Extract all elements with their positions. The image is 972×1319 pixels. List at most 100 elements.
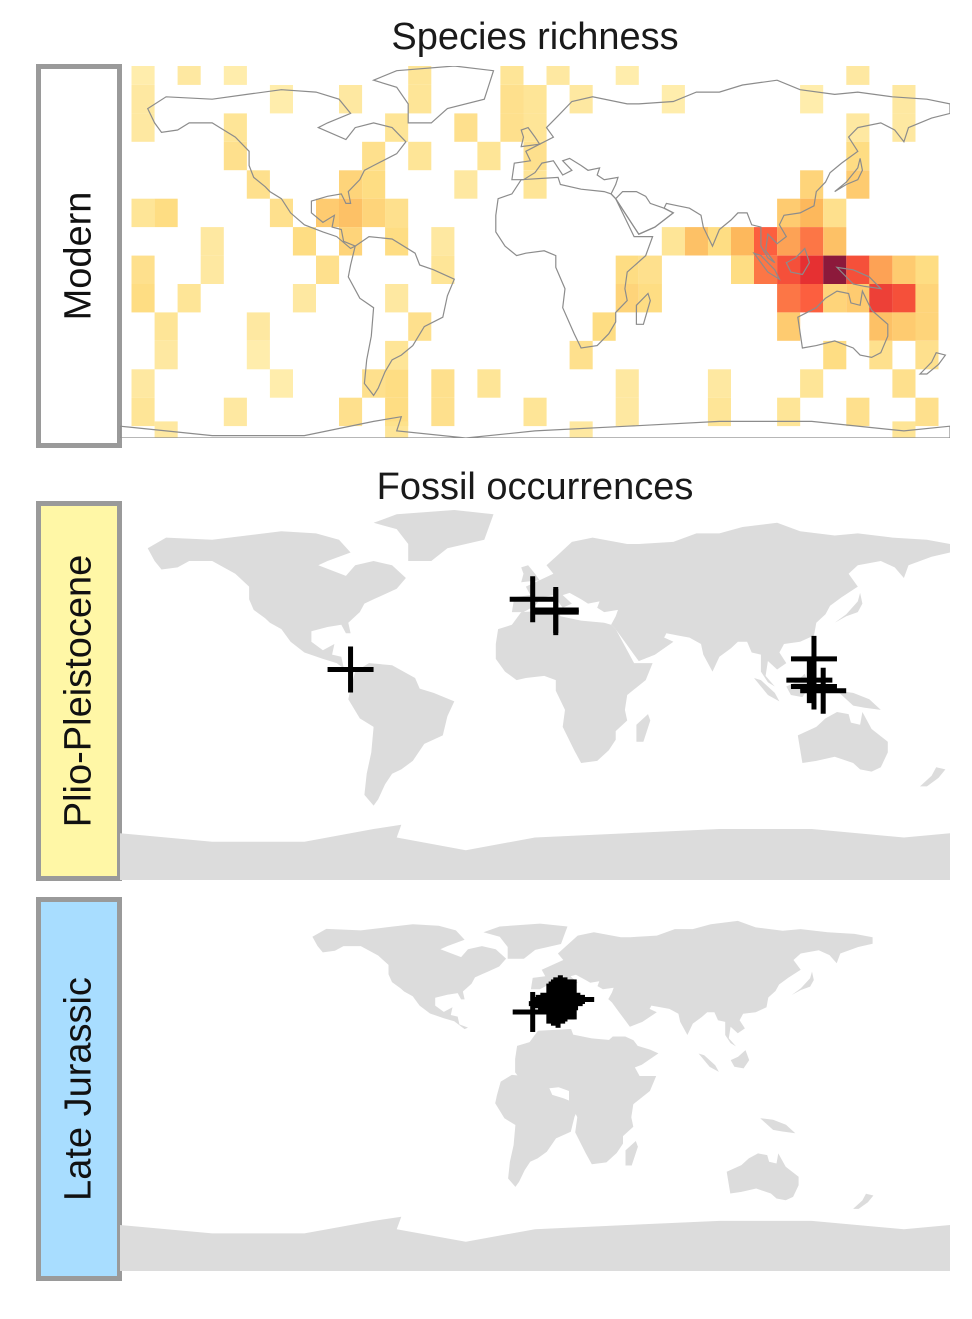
richness-cell — [846, 141, 870, 171]
coastline-australia — [797, 289, 889, 359]
richness-cell — [800, 227, 824, 256]
richness-cell — [292, 284, 316, 313]
richness-cell — [154, 312, 178, 341]
richness-cell — [431, 227, 455, 256]
richness-cell — [892, 284, 916, 313]
coastline-antarctica — [120, 415, 950, 438]
richness-cell — [731, 227, 755, 256]
coastline-new-guinea — [835, 266, 883, 290]
modern-landmasses — [120, 510, 950, 880]
richness-cell — [339, 227, 363, 256]
paleo-land-borneo — [730, 1050, 750, 1069]
richness-cell — [684, 227, 708, 256]
richness-cell — [569, 340, 593, 370]
fossil-occurrences-title: Fossil occurrences — [376, 466, 694, 508]
richness-cell — [454, 113, 478, 142]
paleo-land-japan — [791, 971, 814, 995]
richness-cell — [223, 397, 247, 427]
richness-cell — [800, 85, 824, 114]
richness-cell — [800, 284, 824, 313]
occurrence-marker — [800, 667, 847, 714]
richness-cell — [523, 85, 547, 114]
coastline-north-america — [146, 89, 407, 250]
richness-cell — [869, 255, 893, 284]
richness-cell — [177, 284, 201, 313]
plio-pleistocene-map — [120, 510, 950, 880]
richness-cell — [615, 255, 639, 284]
land-north-america — [147, 531, 406, 674]
richness-cell — [131, 284, 155, 313]
richness-cell — [223, 66, 247, 85]
richness-cell — [292, 227, 316, 256]
richness-cell — [869, 340, 893, 370]
richness-cell — [339, 198, 363, 228]
richness-cell — [477, 141, 501, 171]
richness-cell — [846, 66, 870, 85]
richness-cell — [477, 369, 501, 398]
coastline-south-america — [347, 235, 456, 397]
paleo-land-africa — [515, 1029, 657, 1165]
richness-cell — [892, 255, 916, 284]
richness-cell — [408, 141, 432, 171]
strip-label-plio-pleistocene: Plio-Pleistocene — [57, 554, 100, 828]
richness-cell — [823, 340, 847, 370]
richness-cell — [661, 227, 685, 256]
coastline-madagascar — [635, 292, 651, 325]
richness-cell — [915, 397, 939, 427]
richness-cell — [777, 397, 801, 427]
richness-cell — [846, 397, 870, 427]
late-jurassic-occurrences — [512, 975, 595, 1032]
coastline-sumatra — [752, 251, 781, 281]
richness-cell — [454, 170, 478, 199]
richness-cell — [777, 198, 801, 228]
richness-cell — [777, 227, 801, 256]
richness-cell — [385, 198, 409, 228]
richness-cell — [431, 397, 455, 427]
land-arabia — [615, 622, 674, 661]
richness-cell — [592, 312, 616, 341]
richness-cell — [915, 284, 939, 313]
richness-cell — [131, 85, 155, 114]
richness-cell — [246, 340, 270, 370]
richness-cell — [823, 227, 847, 256]
richness-cell — [892, 113, 916, 142]
richness-cell — [131, 113, 155, 142]
coastline-africa — [495, 176, 654, 349]
richness-cell — [569, 421, 593, 438]
occurrence-marker — [509, 576, 556, 623]
richness-cell — [846, 170, 870, 199]
richness-cell — [131, 369, 155, 398]
occurrence-marker — [554, 979, 595, 1020]
land-sumatra — [754, 678, 780, 702]
richness-cell — [408, 66, 432, 85]
richness-cell — [316, 255, 340, 284]
coastline-eurasia — [511, 79, 950, 264]
richness-cell — [915, 255, 939, 284]
species-richness-title: Species richness — [391, 16, 679, 58]
richness-cell — [339, 170, 363, 199]
land-australia — [797, 712, 888, 772]
richness-cell — [523, 170, 547, 199]
richness-cell — [846, 284, 870, 313]
land-madagascar — [636, 714, 651, 742]
coastlines — [120, 66, 950, 438]
richness-cell — [246, 170, 270, 199]
land-eurasia — [511, 522, 950, 687]
richness-cell — [707, 397, 731, 427]
richness-cell — [339, 397, 363, 427]
paleo-land-madagascar — [625, 1141, 638, 1166]
richness-cell — [892, 369, 916, 398]
richness-cell — [523, 397, 547, 427]
richness-cell — [385, 284, 409, 313]
land-new-zealand — [920, 767, 946, 787]
richness-cell — [246, 312, 270, 341]
richness-cell — [131, 397, 155, 427]
richness-cell — [154, 421, 178, 438]
richness-cell — [385, 369, 409, 398]
paleo-land-greenland — [483, 923, 568, 959]
land-south-america — [348, 663, 455, 806]
occurrence-marker — [790, 663, 837, 710]
richness-cell — [892, 85, 916, 114]
richness-cell — [823, 198, 847, 228]
richness-cell — [869, 284, 893, 313]
